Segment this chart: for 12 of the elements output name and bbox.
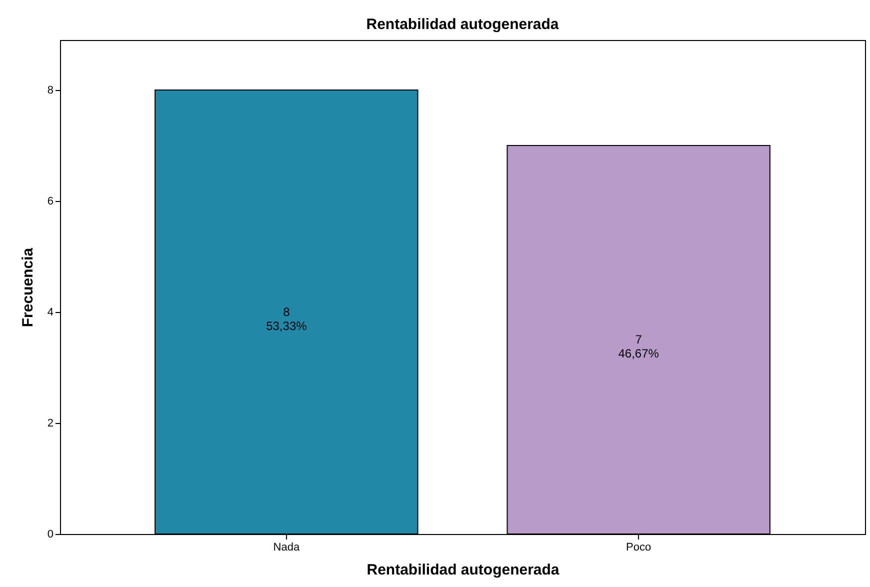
x-tick-label: Poco [626,542,652,554]
chart-title: Rentabilidad autogenerada [366,16,560,33]
y-tick-label: 0 [47,528,54,540]
data-label: 7 46,67% [618,332,660,361]
y-axis-title: Frecuencia [19,247,36,328]
y-tick-label: 8 [47,84,54,96]
data-label: 8 53,33% [266,304,308,333]
y-tick-label: 4 [47,306,54,318]
y-tick-label: 2 [47,417,54,430]
x-tick-label: Nada [273,542,300,554]
y-tick-label: 6 [47,195,54,208]
x-axis-title: Rentabilidad autogenerada [366,562,560,578]
